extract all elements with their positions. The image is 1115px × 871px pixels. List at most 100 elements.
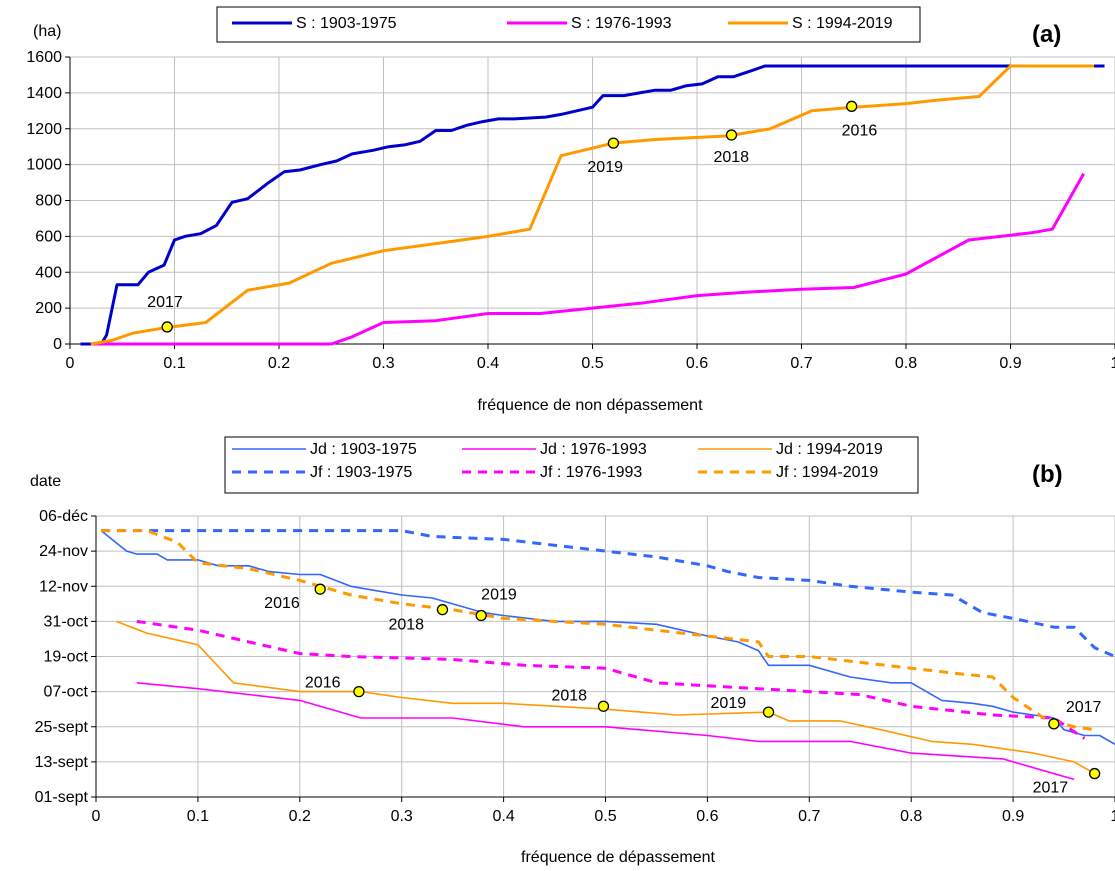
legend-label: Jd : 1903-1975 — [310, 441, 417, 458]
panel-b-xlabel: fréquence de dépassement — [521, 849, 715, 866]
panel-b-xtick-label: 0.1 — [187, 808, 209, 825]
annotation-marker — [607, 137, 620, 149]
legend-label: S : 1994-2019 — [792, 15, 893, 32]
annotation-label: 2019 — [481, 587, 517, 604]
annotation-label: 2018 — [388, 617, 424, 634]
panel-a-ytick-label: 400 — [35, 264, 62, 281]
panel-b-ytick-label: 24-nov — [39, 543, 88, 560]
panel-b-xtick-label: 0.4 — [492, 808, 514, 825]
panel-a-ytick-label: 0 — [53, 336, 62, 353]
panel-a-xtick-label: 0.2 — [268, 355, 290, 372]
panel-b-xtick-label: 0 — [92, 808, 101, 825]
legend-label: Jd : 1976-1993 — [540, 441, 647, 458]
panel-a-xtick-label: 1 — [1111, 355, 1115, 372]
annotation-label: 2016 — [842, 122, 878, 139]
panel-b: (b) date fréquence de dépassement 0 0.1 0.… — [30, 436, 1115, 866]
panel-a-tick-labels: 0 0.1 0.2 0.3 0.4 0.5 0.6 0.7 0.8 0.9 1 0 200 400 600 8… — [26, 49, 1115, 372]
panel-b-ytick-label: 13-sept — [35, 754, 89, 771]
series-line-jf-1994-2019 — [101, 529, 1095, 732]
annotation-marker — [597, 700, 610, 712]
panel-b-ytick-label: 25-sept — [35, 719, 89, 736]
panel-b-xtick-label: 0.8 — [900, 808, 922, 825]
panel-b-ytick-label: 07-oct — [44, 684, 89, 701]
panel-a-ytick-label: 1000 — [26, 157, 62, 174]
panel-a-xtick-label: 0.3 — [372, 355, 394, 372]
panel-a-xtick-label: 0.9 — [999, 355, 1021, 372]
annotation-label: 2019 — [711, 695, 747, 712]
panel-a-axes — [65, 56, 1115, 349]
panel-b-ytick-label: 01-sept — [35, 789, 89, 806]
annotation-label: 2018 — [551, 687, 587, 704]
panel-b-xtick-label: 0.9 — [1002, 808, 1024, 825]
panel-b-xtick-label: 0.3 — [391, 808, 413, 825]
panel-a-legend-box — [216, 6, 921, 43]
panel-b-axes — [91, 515, 1115, 802]
panel-b-xtick-label: 0.7 — [798, 808, 820, 825]
panel-b-xtick-label: 0.6 — [696, 808, 718, 825]
annotation-marker — [314, 583, 326, 595]
annotation-marker — [1088, 767, 1101, 780]
panel-a-xlabel: fréquence de non dépassement — [477, 397, 703, 414]
annotation-marker — [436, 604, 449, 616]
panel-a-xtick-label: 0.5 — [581, 355, 603, 372]
panel-a-xtick-label: 0.6 — [686, 355, 708, 372]
annotation-label: 2016 — [305, 675, 341, 692]
annotation-label: 2018 — [713, 149, 749, 166]
annotation-marker — [475, 609, 487, 622]
panel-a-xtick-label: 0.4 — [477, 355, 499, 372]
legend-label: Jf : 1994-2019 — [776, 464, 878, 481]
legend-label: S : 1976-1993 — [571, 15, 672, 32]
panel-a-ytick-label: 1400 — [26, 85, 62, 102]
annotation-marker — [725, 129, 738, 141]
annotation-label: 2017 — [147, 294, 183, 311]
panel-a-label: (a) — [1032, 21, 1061, 48]
annotation-label: 2017 — [1033, 780, 1069, 797]
panel-b-ytick-label: 06-déc — [39, 508, 88, 525]
panel-b-grid — [96, 515, 1115, 797]
panel-b-xtick-label: 0.5 — [594, 808, 616, 825]
panel-a-xtick-label: 0.7 — [790, 355, 812, 372]
series-line-jd-1976-1993 — [136, 682, 1075, 781]
panel-a-series — [80, 64, 1105, 346]
legend-label: Jf : 1976-1993 — [540, 464, 642, 481]
series-line-jf-1976-1993 — [136, 619, 1086, 740]
panel-a-xtick-label: 0 — [66, 355, 75, 372]
panel-a-ytick-label: 800 — [35, 193, 62, 210]
panel-a-annotations: 2017 2019 2018 2016 — [147, 100, 878, 333]
annotation-marker — [762, 706, 775, 718]
series-line-jd-1994-2019 — [116, 620, 1095, 775]
panel-a-xtick-label: 0.8 — [895, 355, 917, 372]
annotation-marker — [1048, 718, 1060, 730]
annotation-label: 2017 — [1066, 699, 1102, 716]
panel-b-ylabel: date — [30, 473, 61, 490]
panel-b-ytick-label: 31-oct — [44, 613, 89, 630]
annotation-marker — [353, 685, 365, 698]
panel-b-tick-labels: 0 0.1 0.2 0.3 0.4 0.5 0.6 0.7 0.8 0.9 1 01-sept 13-s… — [35, 508, 1115, 825]
series-line-jf-1903-1975 — [101, 529, 1115, 658]
panel-b-legend-box — [224, 436, 919, 494]
panel-a-ytick-label: 200 — [35, 300, 62, 317]
legend-label: S : 1903-1975 — [296, 15, 397, 32]
panel-b-annotations: 2016 2016 2018 2019 2018 2019 2017 2017 — [264, 583, 1102, 797]
panel-b-ytick-label: 19-oct — [44, 649, 89, 666]
legend-label: Jf : 1903-1975 — [310, 464, 412, 481]
panel-a-legend: S : 1903-1975 S : 1976-1993 S : 1994-2019 — [232, 15, 893, 32]
series-line-s-1976-1993 — [90, 172, 1086, 346]
legend-label: Jd : 1994-2019 — [776, 441, 883, 458]
panel-a-ytick-label: 1200 — [26, 121, 62, 138]
annotation-label: 2016 — [264, 595, 300, 612]
panel-b-xtick-label: 1 — [1111, 808, 1115, 825]
series-line-s-1903-1975 — [80, 64, 1105, 346]
annotation-label: 2019 — [587, 159, 623, 176]
panel-a-xtick-label: 0.1 — [163, 355, 185, 372]
annotation-marker — [846, 100, 858, 112]
panel-b-ytick-label: 12-nov — [39, 578, 88, 595]
panel-a-ytick-label: 600 — [35, 228, 62, 245]
panel-b-legend: Jd : 1903-1975 Jd : 1976-1993 Jd : 1994-20… — [232, 441, 883, 481]
panel-b-xtick-label: 0.2 — [289, 808, 311, 825]
annotation-marker — [161, 321, 173, 333]
panel-b-series — [100, 529, 1115, 781]
panel-a-grid — [70, 56, 1115, 344]
